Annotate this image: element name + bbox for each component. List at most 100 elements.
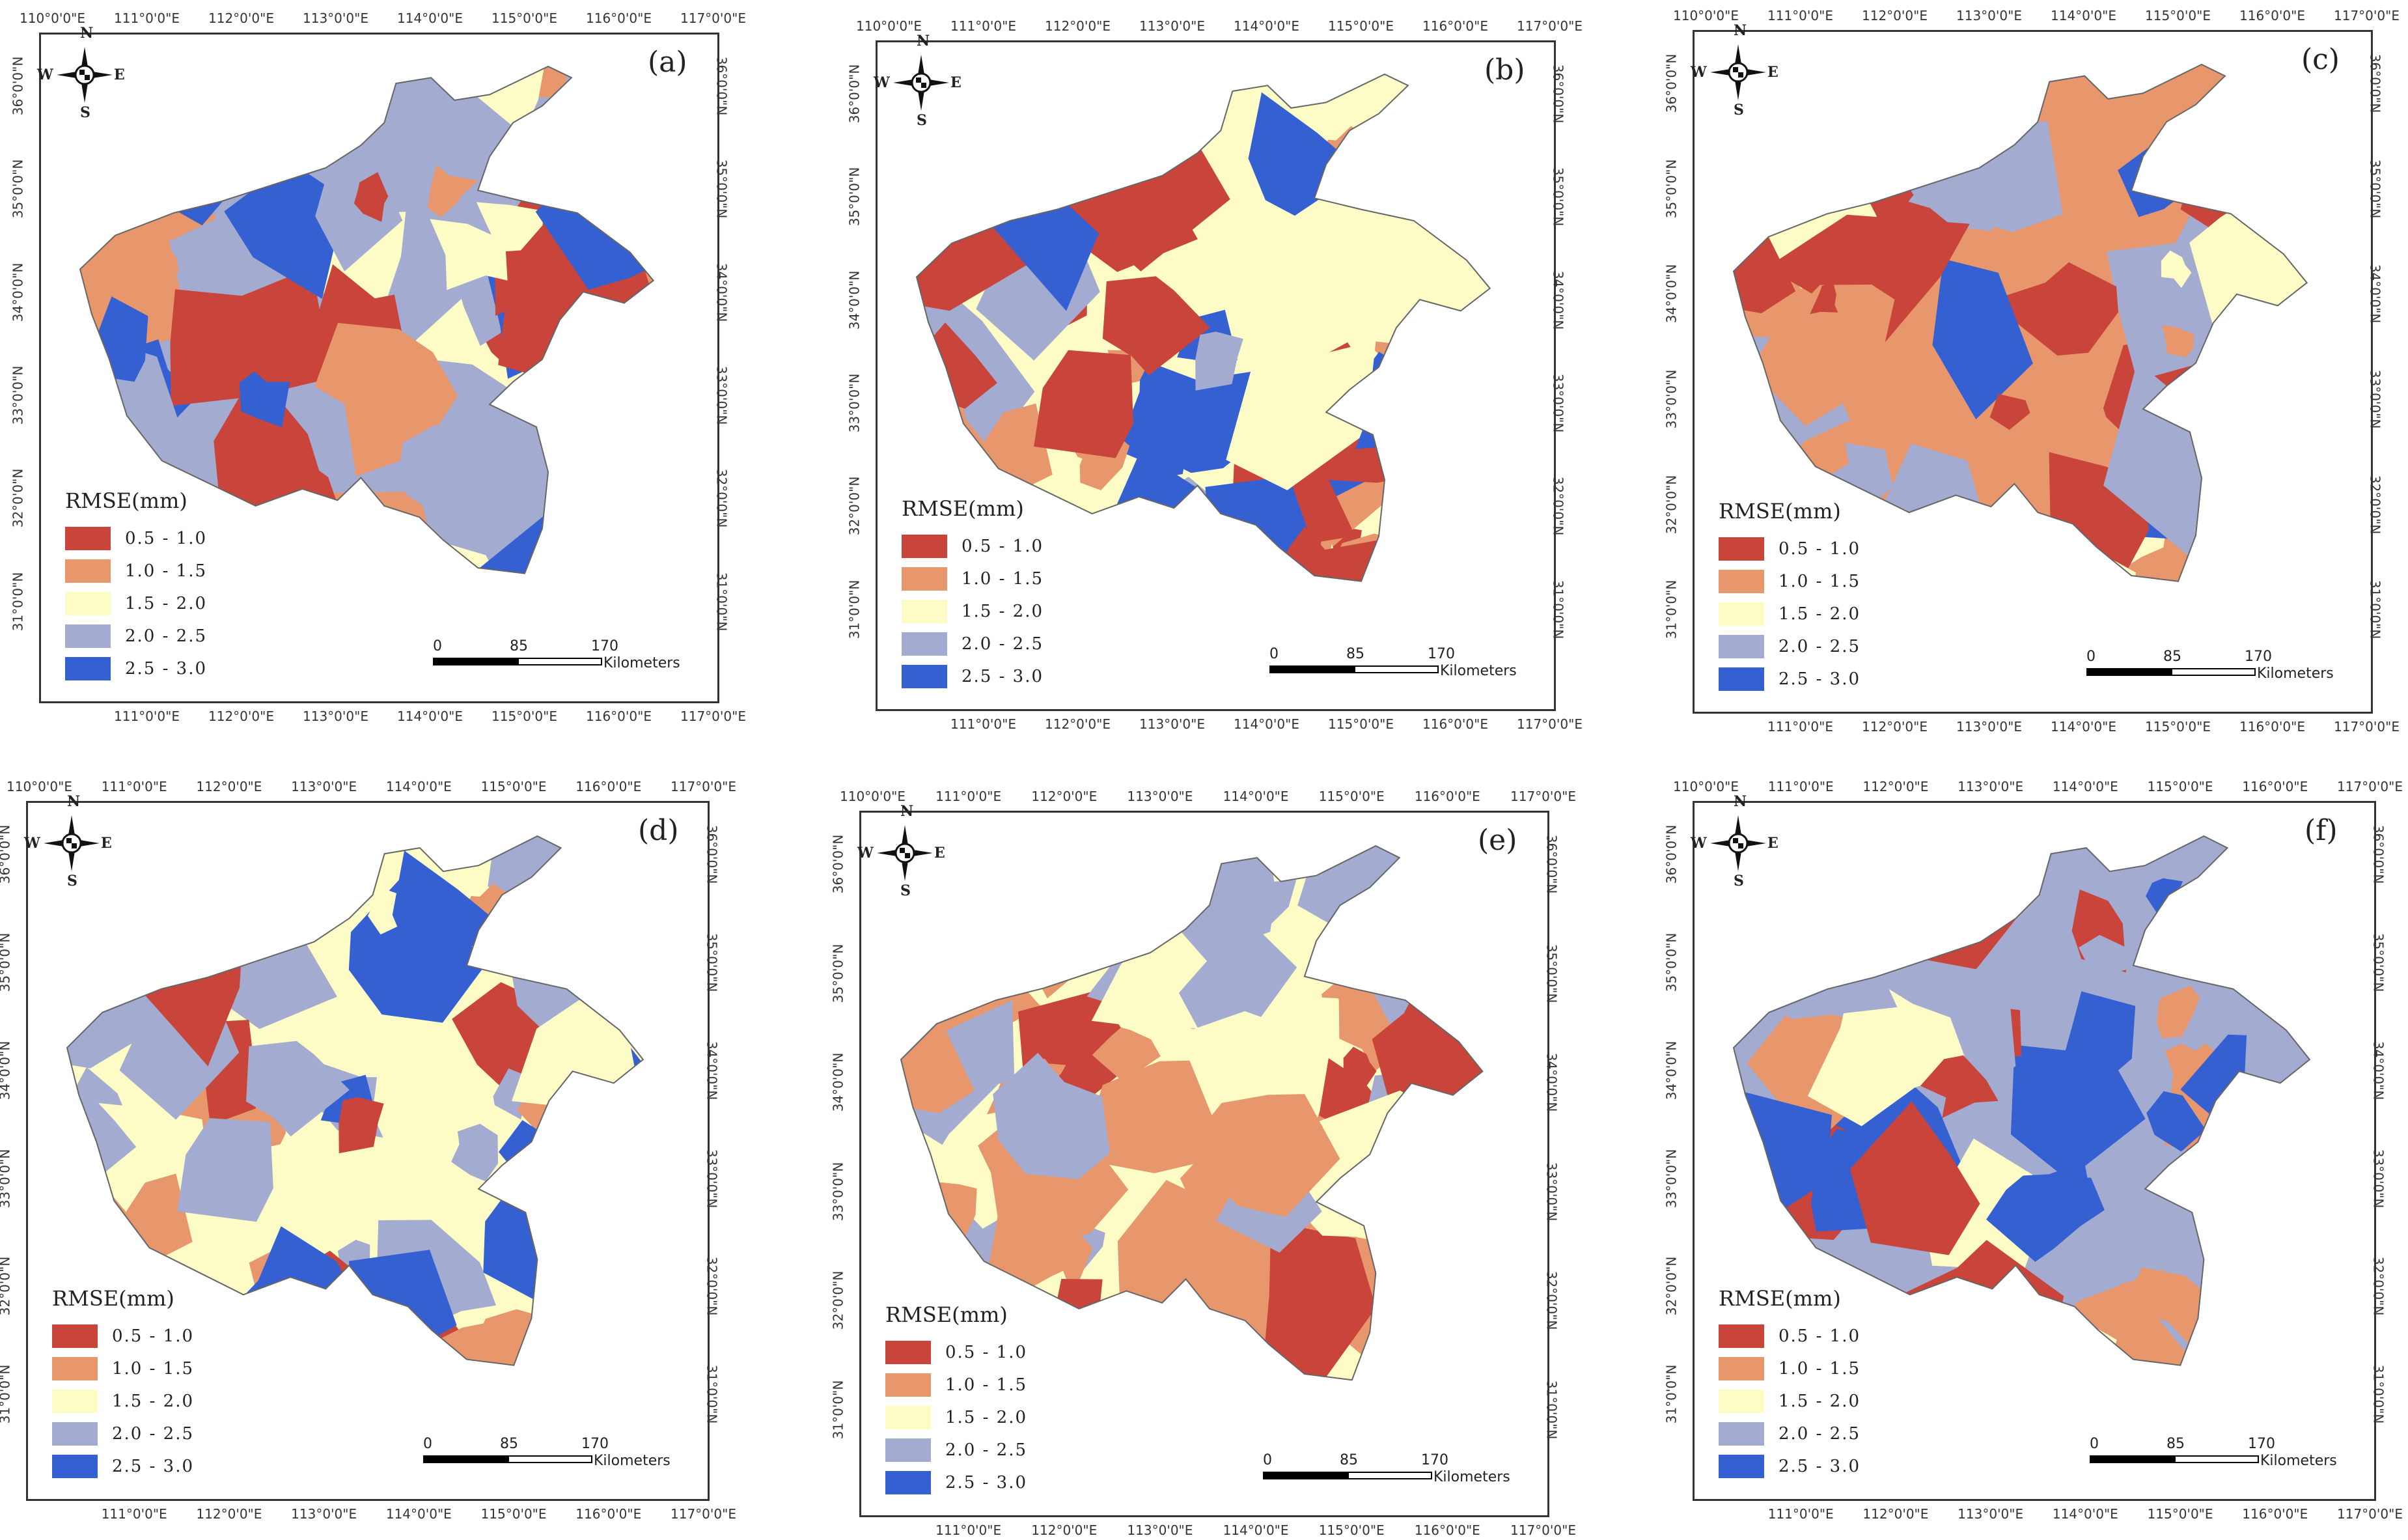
rmse-zone [1270, 996, 1340, 1091]
compass-s-label: S [1734, 873, 1744, 889]
legend-label: 1.0 - 1.5 [1778, 572, 1861, 591]
province-boundary [915, 73, 1491, 582]
rmse-zone [2183, 374, 2233, 422]
rmse-zone [430, 218, 508, 290]
scale-bar-segment [2090, 1455, 2174, 1463]
rmse-zone [141, 235, 178, 287]
lon-tick-label-bottom: 115°0'0"E [1328, 716, 1394, 732]
legend-swatch [902, 567, 947, 591]
lon-tick-label-top: 115°0'0"E [480, 779, 547, 794]
rmse-zone [1849, 1100, 1980, 1255]
lon-tick-label-top: 115°0'0"E [2147, 779, 2213, 794]
scale-tick-label: 170 [1428, 646, 1455, 662]
scale-tick-label: 85 [2166, 1436, 2185, 1452]
legend-swatch [885, 1341, 931, 1364]
rmse-zone [476, 201, 544, 252]
rmse-map [79, 65, 654, 574]
lat-tick-label-right: 34°0'0"N [1543, 1052, 1560, 1112]
legend-item: 0.5 - 1.0 [902, 530, 1044, 563]
lon-tick-label-bottom: 116°0'0"E [2242, 1506, 2308, 1522]
legend: RMSE(mm) 0.5 - 1.0 1.0 - 1.5 1.5 - 2.0 2.0 -… [52, 1286, 194, 1483]
legend-item: 0.5 - 1.0 [1719, 533, 1861, 565]
scale-bar-segment [2086, 668, 2171, 676]
rmse-zone [223, 161, 348, 299]
rmse-zone [1986, 1161, 2095, 1262]
legend-item: 2.0 - 2.5 [885, 1434, 1027, 1466]
lat-tick-label-left: 32°0'0"N [0, 1257, 13, 1316]
lon-tick-label-bottom: 113°0'0"E [1127, 1522, 1193, 1538]
lat-tick-label-left: 35°0'0"N [1663, 932, 1680, 992]
rmse-zone [236, 79, 320, 171]
rmse-zone [2146, 878, 2183, 915]
legend-item: 1.5 - 2.0 [1719, 1385, 1861, 1418]
lat-tick-label-left: 36°0'0"N [0, 824, 13, 884]
lat-tick-label-left: 34°0'0"N [1663, 1041, 1680, 1100]
rmse-zone [2146, 1091, 2206, 1152]
lon-tick-label-bottom: 113°0'0"E [1139, 716, 1205, 732]
lon-tick-label-bottom: 112°0'0"E [196, 1506, 262, 1522]
lon-tick-label-top: 110°0'0"E [20, 10, 85, 26]
lon-tick-label-bottom: 111°0'0"E [101, 1506, 167, 1522]
legend-swatch [52, 1455, 98, 1478]
rmse-zone [1112, 543, 1171, 581]
lon-tick-label-top: 111°0'0"E [101, 779, 167, 794]
lon-tick-label-top: 113°0'0"E [1958, 779, 2024, 794]
rmse-zone [2249, 835, 2310, 924]
rmse-zone [1733, 216, 1795, 313]
rmse-zone [1102, 275, 1210, 375]
lon-tick-label-bottom: 114°0'0"E [2051, 719, 2116, 735]
legend-swatch [885, 1373, 931, 1397]
compass-e-label: E [934, 845, 945, 861]
lon-tick-label-top: 116°0'0"E [2242, 779, 2308, 794]
lon-tick-label-top: 116°0'0"E [2239, 8, 2305, 23]
lon-tick-label-bottom: 117°0'0"E [671, 1506, 736, 1522]
scale-tick-label: 170 [581, 1436, 609, 1452]
rmse-zone [1843, 542, 1978, 581]
legend-item: 0.5 - 1.0 [885, 1336, 1027, 1369]
lon-tick-label-top: 112°0'0"E [196, 779, 262, 794]
scale-tick-label: 0 [423, 1436, 432, 1452]
scale-tick-label: 0 [1269, 646, 1279, 662]
lat-tick-label-right: 31°0'0"N [713, 572, 730, 631]
compass-e-label: E [1767, 835, 1778, 852]
legend: RMSE(mm) 0.5 - 1.0 1.0 - 1.5 1.5 - 2.0 2.0 -… [902, 496, 1044, 693]
lon-tick-label-bottom: 115°0'0"E [2145, 719, 2211, 735]
rmse-zone [345, 554, 411, 574]
legend-swatch [65, 624, 111, 648]
lon-tick-label-top: 117°0'0"E [1517, 18, 1583, 34]
rmse-zone [1195, 331, 1243, 391]
lat-tick-label-right: 34°0'0"N [2370, 1041, 2387, 1100]
panel-label: (d) [638, 814, 679, 847]
lon-tick-label-bottom: 112°0'0"E [208, 708, 274, 724]
rmse-zone [1330, 161, 1355, 197]
legend-label: 1.0 - 1.5 [1778, 1359, 1861, 1379]
lon-tick-label-top: 117°0'0"E [680, 10, 746, 26]
rmse-zone [1225, 340, 1376, 490]
lon-tick-label-bottom: 113°0'0"E [303, 708, 368, 724]
compass-rose-icon [893, 55, 949, 111]
map-panel-e: 110°0'0"E 111°0'0"E 111°0'0"E 112°0'0"E 112°… [830, 772, 1588, 1540]
legend-title: RMSE(mm) [1719, 1286, 1841, 1311]
scale-bar-segment [1348, 1472, 1432, 1479]
scale-tick-label: 170 [2245, 649, 2272, 665]
province-boundary [900, 845, 1484, 1381]
scale-bar: 0 85 170 Kilometers [1269, 646, 1517, 685]
legend-label: 2.5 - 3.0 [112, 1457, 195, 1476]
legend-item: 2.5 - 3.0 [902, 660, 1044, 693]
lat-tick-label-right: 36°0'0"N [713, 56, 730, 116]
lat-tick-label-right: 34°0'0"N [2367, 264, 2383, 324]
lat-tick-label-left: 32°0'0"N [1663, 475, 1680, 534]
scale-unit-label: Kilometers [603, 655, 680, 671]
lon-tick-label-top: 114°0'0"E [1223, 789, 1289, 804]
rmse-zone [591, 1149, 643, 1202]
north-arrow-icon: N S W E [1691, 793, 1778, 889]
legend-swatch [65, 559, 111, 583]
rmse-zone [427, 164, 478, 217]
lat-tick-label-left: 36°0'0"N [1663, 824, 1680, 884]
legend-label: 0.5 - 1.0 [962, 537, 1044, 556]
rmse-zone [2038, 1321, 2117, 1365]
compass-s-label: S [67, 873, 77, 889]
legend-swatch [1719, 667, 1764, 691]
lat-tick-label-left: 34°0'0"N [846, 270, 863, 329]
